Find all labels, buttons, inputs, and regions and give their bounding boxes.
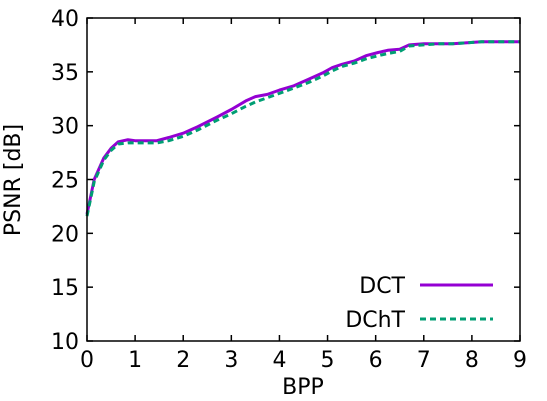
legend-label-dcht: DChT: [345, 308, 405, 333]
series-line-dct: [85, 40, 520, 215]
x-tick-label: 8: [465, 348, 479, 373]
x-tick-label: 2: [176, 348, 190, 373]
x-tick-label: 7: [417, 348, 431, 373]
y-tick-label: 40: [51, 7, 79, 32]
x-tick-label: 5: [321, 348, 335, 373]
plot-frame: [86, 17, 521, 342]
series-line-dcht: [85, 40, 520, 217]
x-tick-label: 4: [272, 348, 286, 373]
y-tick-label: 25: [51, 169, 79, 194]
legend: DCT DChT: [345, 274, 493, 333]
plot-layer: [85, 40, 520, 217]
y-axis-label: PSNR [dB]: [1, 124, 26, 236]
y-tick-label: 10: [51, 330, 79, 355]
x-tick-label: 0: [80, 348, 94, 373]
tick-layer: 0 1 2 3 4 5 6 7 8 9 10 15 20 25 30 35 40: [51, 7, 527, 373]
y-tick-label: 15: [51, 276, 79, 301]
x-axis-label: BPP: [282, 375, 324, 400]
x-tick-label: 9: [513, 348, 527, 373]
y-tick-label: 35: [51, 61, 79, 86]
x-tick-label: 1: [128, 348, 142, 373]
x-tick-label: 6: [369, 348, 383, 373]
y-tick-label: 20: [51, 222, 79, 247]
y-tick-label: 30: [51, 115, 79, 140]
x-tick-label: 3: [224, 348, 238, 373]
legend-label-dct: DCT: [359, 274, 405, 299]
